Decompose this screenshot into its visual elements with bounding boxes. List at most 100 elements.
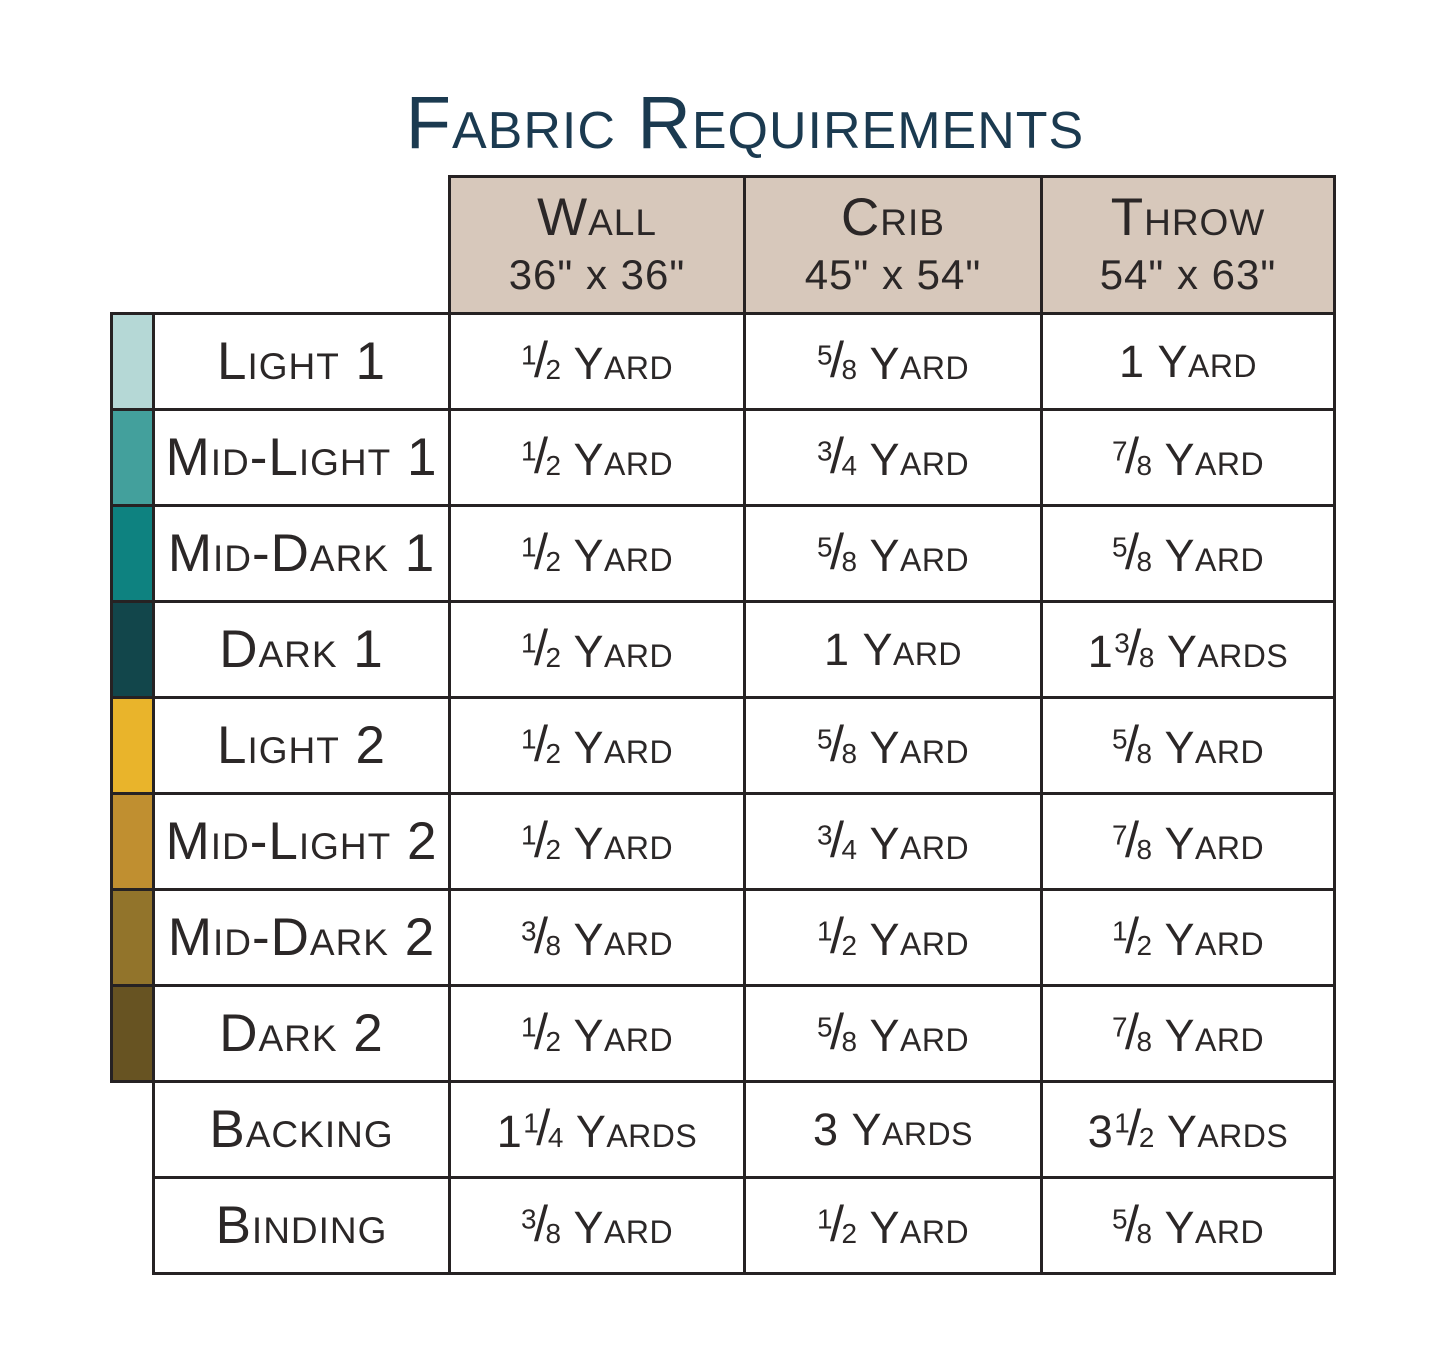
yardage-unit: Yard (573, 338, 674, 389)
yardage-unit: Yard (869, 818, 970, 869)
fraction-numerator: 1 (520, 339, 537, 371)
yardage-throw: 7/8 Yard (1040, 984, 1336, 1083)
fraction-slash: / (533, 715, 549, 772)
header-row: Wall 36" x 36" Crib 45" x 54" Throw 54" … (112, 175, 1336, 315)
table-row: Dark 1 1/2 Yard 1 Yard 13/8 Yards (110, 600, 1336, 699)
yardage-wall: 1/2 Yard (448, 792, 746, 891)
yardage-crib: 5/8 Yard (743, 312, 1043, 411)
yardage-unit: Yards (1166, 1106, 1289, 1157)
fraction-denominator: 2 (545, 354, 562, 385)
color-swatch (110, 696, 155, 795)
yardage-unit: Yard (1164, 818, 1265, 869)
column-header-throw: Throw 54" x 63" (1040, 175, 1336, 315)
fraction-denominator: 8 (545, 1218, 562, 1249)
table-row: Binding 3/8 Yard 1/2 Yard 5/8 Yard (112, 1176, 1336, 1275)
fraction-denominator: 2 (1136, 930, 1153, 961)
fraction-slash: / (1124, 427, 1140, 484)
fraction-numerator: 1 (520, 1011, 537, 1043)
yardage-unit: Yards (1166, 626, 1289, 677)
fraction-slash: / (533, 523, 549, 580)
yardage-throw: 5/8 Yard (1040, 1176, 1336, 1275)
fraction-slash: / (1127, 1099, 1142, 1156)
fraction-numerator: 5 (816, 723, 833, 755)
yardage-unit: Yard (573, 722, 674, 773)
fraction-numerator: 1 (520, 723, 537, 755)
fraction-slash: / (829, 523, 845, 580)
column-size: 45" x 54" (804, 250, 982, 298)
yardage-unit: Yard (1164, 530, 1265, 581)
fraction-slash: / (1124, 907, 1140, 964)
fraction-denominator: 2 (545, 546, 562, 577)
fraction-numerator: 3 (816, 819, 833, 851)
table-row: Mid-Dark 1 1/2 Yard 5/8 Yard 5/8 Yard (110, 504, 1336, 603)
fraction-denominator: 2 (545, 1026, 562, 1057)
yardage-wall: 1/2 Yard (448, 504, 746, 603)
yardage-unit: Yard (1157, 335, 1258, 387)
column-header-crib: Crib 45" x 54" (743, 175, 1043, 315)
fraction-denominator: 8 (841, 546, 858, 577)
fraction-numerator: 5 (1111, 1203, 1128, 1235)
fraction-slash: / (1124, 811, 1140, 868)
fraction-slash: / (533, 1003, 549, 1060)
table-row: Dark 2 1/2 Yard 5/8 Yard 7/8 Yard (110, 984, 1336, 1083)
fabric-label: Mid-Light 1 (152, 408, 451, 507)
column-name: Wall (537, 187, 657, 247)
fraction-numerator: 1 (520, 627, 537, 659)
fraction-numerator: 1 (520, 531, 537, 563)
yardage-throw: 1/2 Yard (1040, 888, 1336, 987)
yardage-unit: Yards (851, 1103, 973, 1155)
fraction-numerator: 1 (520, 435, 537, 467)
yardage-unit: Yard (573, 1202, 674, 1253)
fabric-requirements-table: Wall 36" x 36" Crib 45" x 54" Throw 54" … (110, 175, 1336, 1275)
fraction-numerator: 1 (1114, 1107, 1131, 1139)
table-row: Light 2 1/2 Yard 5/8 Yard 5/8 Yard (110, 696, 1336, 795)
yardage-unit: Yard (869, 434, 970, 485)
fraction-denominator: 2 (545, 642, 562, 673)
fraction-denominator: 8 (841, 1026, 858, 1057)
yardage-unit: Yard (1164, 434, 1265, 485)
fraction-denominator: 8 (1136, 1218, 1153, 1249)
fraction-slash: / (536, 1099, 551, 1156)
fraction-denominator: 8 (1136, 1026, 1153, 1057)
fraction-numerator: 3 (520, 1203, 537, 1235)
yardage-unit: Yard (869, 1010, 970, 1061)
fraction-slash: / (1124, 715, 1140, 772)
fraction-numerator: 5 (1111, 531, 1128, 563)
fraction-slash: / (533, 811, 549, 868)
fraction-numerator: 5 (816, 531, 833, 563)
color-swatch (110, 888, 155, 987)
fraction-denominator: 8 (1136, 450, 1153, 481)
yardage-wall: 3/8 Yard (448, 888, 746, 987)
fabric-label: Mid-Light 2 (152, 792, 451, 891)
page-title: Fabric Requirements (405, 81, 1085, 164)
fraction-denominator: 2 (1138, 1122, 1155, 1153)
whole-number: 1 (1118, 335, 1145, 387)
fraction-slash: / (1124, 523, 1140, 580)
fabric-label: Mid-Dark 2 (152, 888, 451, 987)
fraction-slash: / (1124, 1003, 1140, 1060)
fraction-slash: / (829, 331, 845, 388)
color-swatch (110, 792, 155, 891)
no-swatch (112, 1082, 154, 1178)
yardage-throw: 7/8 Yard (1040, 792, 1336, 891)
color-swatch (110, 408, 155, 507)
fraction-numerator: 5 (1111, 723, 1128, 755)
fraction-numerator: 3 (1114, 627, 1131, 659)
color-swatch (110, 984, 155, 1083)
fabric-label: Binding (152, 1176, 451, 1275)
fraction-numerator: 7 (1111, 819, 1128, 851)
fraction-slash: / (829, 715, 845, 772)
yardage-unit: Yard (573, 434, 674, 485)
yardage-unit: Yard (1164, 914, 1265, 965)
column-size: 36" x 36" (508, 250, 686, 298)
yardage-throw: 1 Yard (1040, 312, 1336, 411)
yardage-throw: 13/8 Yards (1040, 600, 1336, 699)
fraction-slash: / (533, 331, 549, 388)
fraction-denominator: 8 (1136, 738, 1153, 769)
fraction-slash: / (533, 619, 549, 676)
yardage-crib: 1/2 Yard (743, 888, 1043, 987)
no-swatch (112, 1178, 154, 1274)
table-row: Mid-Light 1 1/2 Yard 3/4 Yard 7/8 Yard (110, 408, 1336, 507)
fabric-label: Dark 2 (152, 984, 451, 1083)
